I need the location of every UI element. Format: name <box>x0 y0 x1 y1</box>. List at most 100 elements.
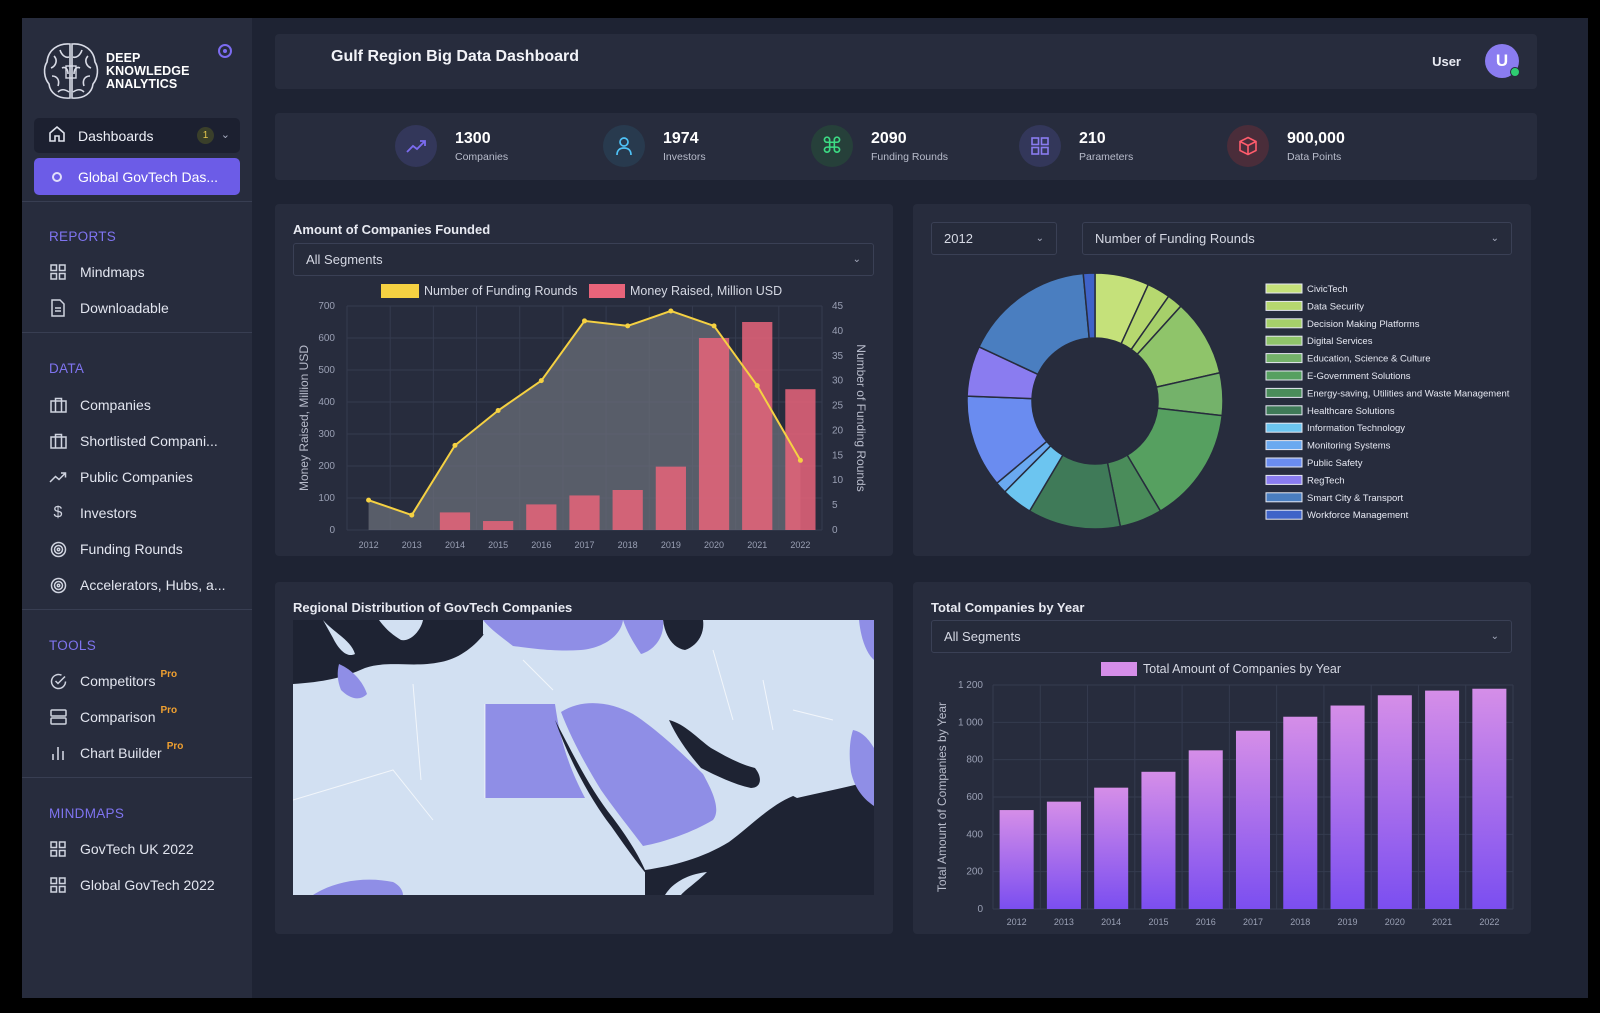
y-axis-label: Money Raised, Million USD <box>297 345 311 491</box>
brand-line-3: ANALYTICS <box>106 76 178 91</box>
divider <box>22 777 252 778</box>
x-tick-label: 2012 <box>359 540 379 550</box>
legend-label: Total Amount of Companies by Year <box>1143 662 1341 676</box>
top-header: Gulf Region Big Data Dashboard User U <box>275 34 1537 89</box>
sidebar-item-label: Companies <box>80 397 151 413</box>
x-tick-label: 2017 <box>1243 917 1263 927</box>
sidebar-item-competitors[interactable]: Competitors Pro <box>49 669 177 690</box>
money-raised-bar <box>526 504 557 530</box>
segment-select[interactable]: All Segments ⌄ <box>931 620 1512 653</box>
companies-bar <box>1472 688 1507 909</box>
stat-data-points: 900,000 Data Points <box>1227 125 1345 167</box>
trend-icon <box>395 125 437 167</box>
sidebar-item-shortlisted-companies[interactable]: Shortlisted Compani... <box>49 432 218 450</box>
bar-chart-icon <box>49 744 67 762</box>
donut-chart: CivicTech Data Security Decision Making Pl… <box>966 272 1510 530</box>
stat-value: 1300 <box>455 129 491 147</box>
x-tick-label: 2017 <box>574 540 594 550</box>
donut-slice <box>1082 272 1096 340</box>
grid-icon <box>49 876 67 894</box>
total-companies-card: Total Companies by Year All Segments ⌄ 0… <box>913 582 1531 934</box>
legend-label: Information Technology <box>1307 423 1405 434</box>
y-tick-label: 200 <box>966 867 983 878</box>
sidebar-item-investors[interactable]: $ Investors <box>49 504 137 522</box>
x-tick-label: 2013 <box>1054 917 1074 927</box>
legend-label: Workforce Management <box>1307 510 1409 521</box>
money-raised-bar <box>569 495 600 530</box>
dollar-icon: $ <box>53 504 63 521</box>
sidebar-item-global-govtech-2022[interactable]: Global GovTech 2022 <box>49 876 215 894</box>
legend-label: Healthcare Solutions <box>1307 406 1395 417</box>
metric-select[interactable]: Number of Funding Rounds ⌄ <box>1082 222 1512 255</box>
money-raised-bar <box>698 338 730 530</box>
legend-label: Smart City & Transport <box>1307 493 1403 504</box>
y2-axis-label: Number of Funding Rounds <box>854 344 868 491</box>
funding-rounds-point <box>495 408 501 414</box>
x-tick-label: 2018 <box>618 540 638 550</box>
companies-bar <box>1377 695 1412 909</box>
sidebar-item-companies[interactable]: Companies <box>49 396 151 414</box>
sidebar-item-mindmaps[interactable]: Mindmaps <box>49 263 145 281</box>
sidebar-item-chart-builder[interactable]: Chart Builder Pro <box>49 741 183 762</box>
select-value: All Segments <box>944 629 1021 644</box>
sidebar-item-dashboards[interactable]: Dashboards 1 ⌄ <box>34 118 240 153</box>
count-badge: 1 <box>197 127 214 144</box>
target-icon <box>49 540 67 558</box>
sidebar-item-global-govtech-dashboard[interactable]: Global GovTech Das... <box>34 158 240 195</box>
y2-tick-label: 20 <box>832 425 844 436</box>
grid-icon <box>49 263 67 281</box>
legend-swatch <box>1265 492 1303 503</box>
stat-label: Data Points <box>1287 150 1342 163</box>
legend-swatch <box>1265 405 1303 416</box>
sidebar-item-label: Downloadable <box>80 300 169 316</box>
region-map[interactable] <box>293 620 874 895</box>
sidebar-toggle-icon[interactable] <box>218 44 232 58</box>
card-title: Total Companies by Year <box>931 600 1085 615</box>
sidebar-item-govtech-uk-2022[interactable]: GovTech UK 2022 <box>49 840 194 858</box>
divider <box>22 332 252 333</box>
segment-select[interactable]: All Segments ⌄ <box>293 243 874 276</box>
y-tick-label: 100 <box>318 493 335 504</box>
legend-label: Energy-saving, Utilities and Waste Manag… <box>1307 388 1510 399</box>
page-title: Gulf Region Big Data Dashboard <box>331 48 580 65</box>
app-window: DEEP KNOWLEDGE ANALYTICS Dashboards 1 ⌄ … <box>22 18 1588 998</box>
legend-label: Money Raised, Million USD <box>630 284 782 298</box>
funding-rounds-point <box>668 308 674 314</box>
user-label[interactable]: User <box>1432 54 1461 69</box>
year-select[interactable]: 2012 ⌄ <box>931 222 1057 255</box>
sidebar-item-label: Competitors <box>80 673 156 689</box>
sidebar-item-public-companies[interactable]: Public Companies <box>49 468 193 486</box>
sidebar-item-comparison[interactable]: Comparison Pro <box>49 705 177 726</box>
section-title-tools: TOOLS <box>49 638 97 653</box>
y2-tick-label: 10 <box>832 475 844 486</box>
sidebar-item-accelerators[interactable]: Accelerators, Hubs, a... <box>49 576 226 594</box>
y-axis-label: Total Amount of Companies by Year <box>935 702 949 892</box>
brand-logo[interactable]: DEEP KNOWLEDGE ANALYTICS <box>42 40 190 102</box>
sidebar-item-downloadable[interactable]: Downloadable <box>49 299 169 317</box>
x-tick-label: 2021 <box>747 540 767 550</box>
avatar[interactable]: U <box>1485 44 1520 78</box>
legend-swatch <box>1265 422 1303 433</box>
y2-tick-label: 45 <box>832 301 844 312</box>
legend-swatch <box>1265 300 1303 311</box>
companies-bar <box>1330 705 1365 909</box>
grid-icon <box>49 840 67 858</box>
legend-label: RegTech <box>1307 475 1345 486</box>
y-tick-label: 1 200 <box>958 680 983 691</box>
companies-bar <box>1235 730 1271 909</box>
x-tick-label: 2016 <box>531 540 551 550</box>
sidebar: DEEP KNOWLEDGE ANALYTICS Dashboards 1 ⌄ … <box>22 18 252 998</box>
document-icon <box>49 299 67 317</box>
sidebar-item-label: Chart Builder <box>80 745 162 761</box>
check-circle-icon <box>49 672 67 690</box>
y-tick-label: 400 <box>318 397 335 408</box>
x-tick-label: 2015 <box>488 540 508 550</box>
legend-label: Decision Making Platforms <box>1307 319 1420 330</box>
map-card: Regional Distribution of GovTech Compani… <box>275 582 893 934</box>
legend-swatch <box>1265 387 1303 398</box>
select-value: All Segments <box>306 252 383 267</box>
x-tick-label: 2014 <box>445 540 465 550</box>
stat-companies: 1300 Companies <box>395 125 508 167</box>
card-title: Regional Distribution of GovTech Compani… <box>293 600 573 615</box>
sidebar-item-funding-rounds[interactable]: Funding Rounds <box>49 540 183 558</box>
